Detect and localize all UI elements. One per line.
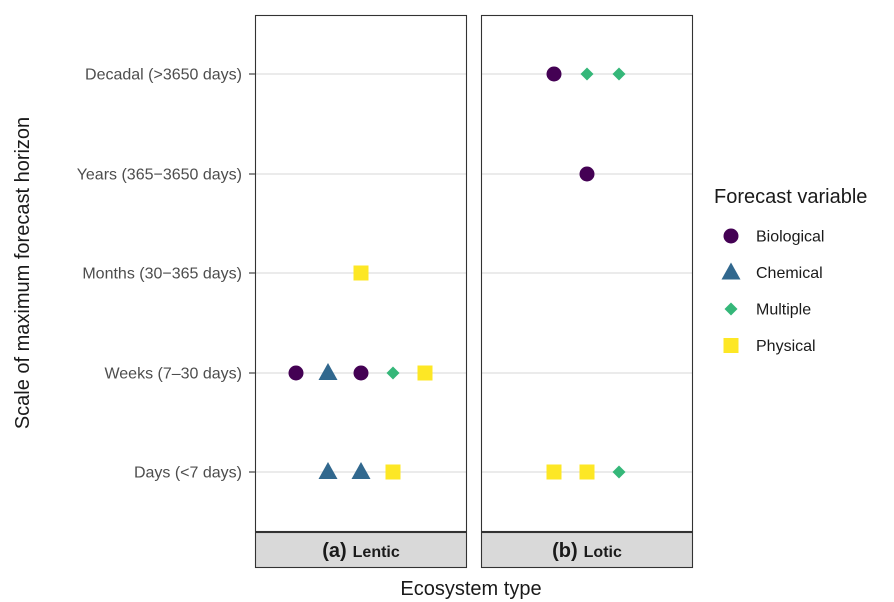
legend-entries: Biological Chemical Multiple Physical [721,228,824,355]
legend-title: Forecast variable [714,186,867,208]
point-chemical [318,363,338,380]
point-biological [546,66,562,82]
panel-border [480,14,694,533]
facet-strip-label: (a) Lentic [322,540,400,562]
point-multiple [612,67,626,81]
point-multiple [580,67,594,81]
facet-strip [480,531,694,569]
y-tick-label: Years (365−3650 days) [77,167,242,184]
y-tick-label: Months (30−365 days) [82,266,242,283]
facet-strip-label: (b) Lotic [552,540,622,562]
point-physical [417,365,433,381]
point-physical [385,464,401,480]
point-biological [288,365,304,381]
y-tick-label: Weeks (7–30 days) [104,366,242,383]
legend-label: Biological [756,229,824,246]
legend-entry-multiple: Multiple [724,302,811,319]
x-axis-title: Ecosystem type [400,578,541,600]
legend-key-multiple [724,302,738,316]
legend-entry-biological: Biological [723,228,824,246]
point-chemical [351,462,371,479]
legend-key-biological [723,228,739,244]
y-axis-title: Scale of maximum forecast horizon [12,117,34,429]
point-physical [579,464,595,480]
legend-key-physical [723,338,739,353]
facet-tag: (a) [322,540,346,562]
point-multiple [612,465,626,479]
legend-entry-chemical: Chemical [721,262,823,282]
legend-label: Chemical [756,265,823,282]
facet-name: Lotic [584,544,622,561]
panel-lotic: (b) Lotic [480,14,694,569]
point-biological [353,365,369,381]
legend-label: Physical [756,338,816,355]
point-chemical [318,462,338,479]
point-biological [579,166,595,182]
legend-label: Multiple [756,302,811,319]
y-tick-label: Days (<7 days) [134,465,242,482]
panel-lentic: (a) Lentic [254,14,468,569]
point-multiple [386,366,400,380]
panel-border [254,14,468,533]
point-physical [546,464,562,480]
legend: Forecast variable Biological Chemical Mult… [714,186,867,355]
point-physical [353,265,369,281]
y-axis: Days (<7 days) Weeks (7–30 days) Months (3… [77,67,255,482]
legend-key-chemical [721,262,741,280]
facet-strip [254,531,468,569]
facet-panels: (a) Lentic (b) Lotic [254,14,694,569]
facet-name: Lentic [353,544,400,561]
legend-entry-physical: Physical [723,338,816,355]
y-tick-label: Decadal (>3650 days) [85,67,242,84]
facet-tag: (b) [552,540,578,562]
